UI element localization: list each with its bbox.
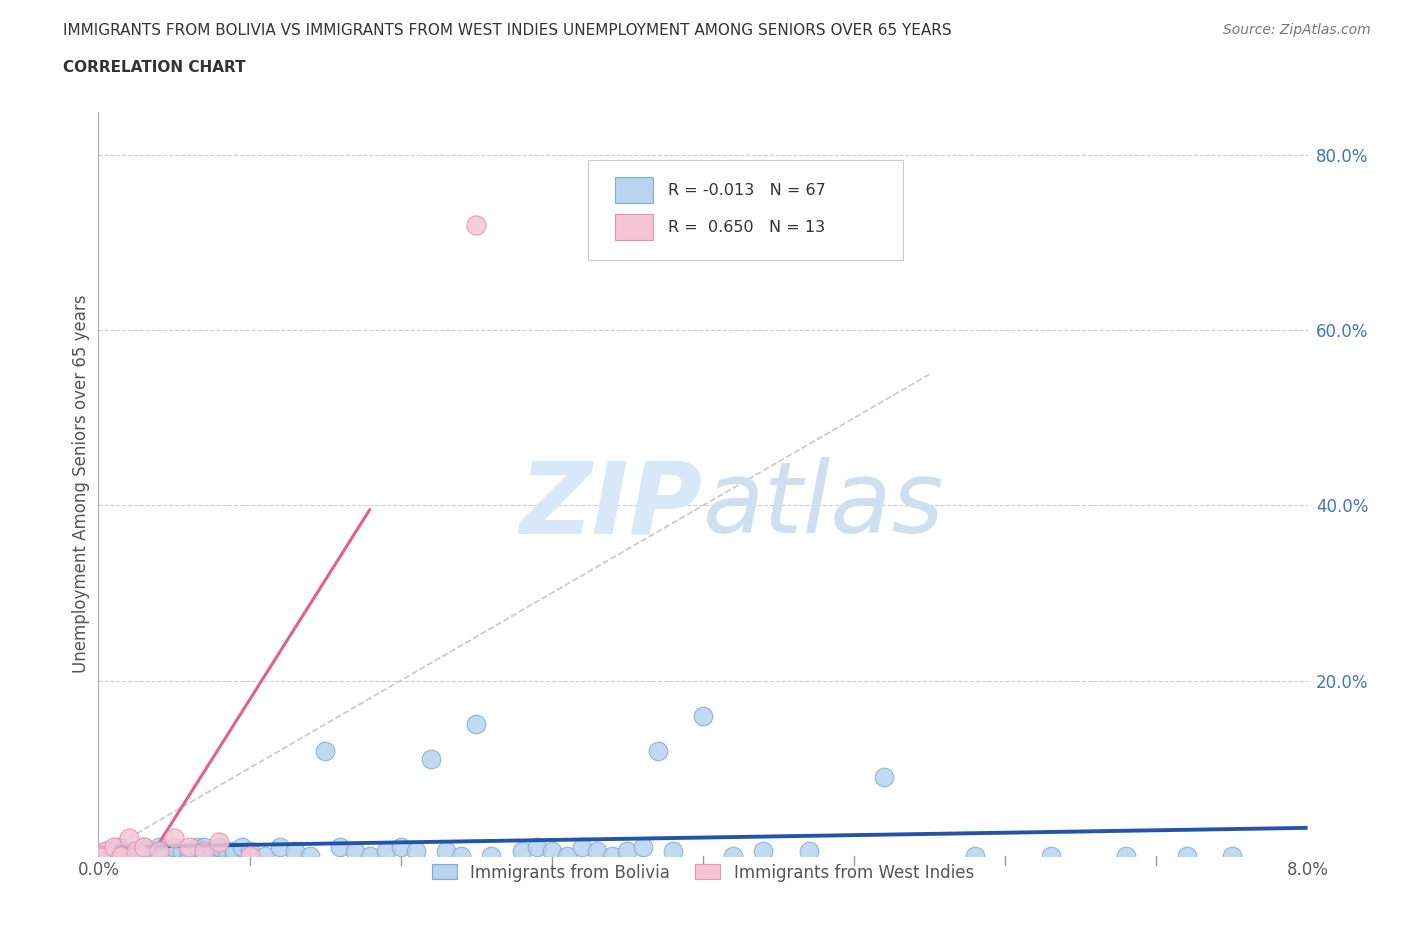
Point [571,840,593,855]
Legend: Immigrants from Bolivia, Immigrants from West Indies: Immigrants from Bolivia, Immigrants from… [426,857,980,888]
Point [616,844,638,858]
Text: CORRELATION CHART: CORRELATION CHART [63,60,246,75]
Point [179,844,201,858]
Point [752,844,775,858]
Point [163,830,186,845]
FancyBboxPatch shape [588,160,903,260]
Point [118,848,141,863]
Point [540,844,562,858]
Point [224,844,246,858]
Point [94,844,117,858]
Point [555,848,578,863]
Point [526,840,548,855]
Point [155,848,177,863]
Point [239,844,262,858]
Point [692,708,714,723]
Point [360,848,382,863]
Point [179,848,201,863]
Point [224,848,246,863]
Point [510,844,533,858]
Point [239,848,262,863]
Point [231,840,253,855]
Point [873,769,896,784]
Point [150,844,173,858]
Text: ZIP: ZIP [520,458,703,554]
Point [1115,848,1137,863]
Point [208,835,231,850]
Point [1220,848,1243,863]
Point [94,844,117,858]
Point [450,848,472,863]
Point [132,844,155,858]
Point [148,844,170,858]
Point [965,848,987,863]
Point [329,840,352,855]
Point [148,848,170,863]
Point [186,840,208,855]
Point [132,840,155,855]
Point [374,844,396,858]
Point [193,840,215,855]
Point [125,848,148,863]
Point [193,844,215,858]
Point [420,751,443,766]
Point [125,844,148,858]
Point [110,844,132,858]
Point [405,844,427,858]
Point [107,840,129,855]
Point [215,844,238,858]
Point [118,830,141,845]
Point [103,840,125,855]
Point [110,848,132,863]
Point [193,844,215,858]
Text: IMMIGRANTS FROM BOLIVIA VS IMMIGRANTS FROM WEST INDIES UNEMPLOYMENT AMONG SENIOR: IMMIGRANTS FROM BOLIVIA VS IMMIGRANTS FR… [63,23,952,38]
Point [170,844,193,858]
Point [208,840,231,855]
Point [163,844,186,858]
Point [1175,848,1198,863]
Point [586,844,609,858]
Point [284,844,307,858]
Point [797,844,820,858]
Point [201,848,224,863]
Bar [614,177,654,203]
Text: R =  0.650   N = 13: R = 0.650 N = 13 [668,219,825,234]
Point [647,743,669,758]
Point [103,848,125,863]
Y-axis label: Unemployment Among Seniors over 65 years: Unemployment Among Seniors over 65 years [72,295,90,672]
Point [208,844,231,858]
Point [269,840,291,855]
Point [121,844,143,858]
Point [314,743,336,758]
Point [389,840,412,855]
Point [481,848,503,863]
Text: atlas: atlas [703,458,945,554]
Point [465,717,488,732]
Point [253,848,276,863]
Point [148,840,170,855]
Text: R = -0.013   N = 67: R = -0.013 N = 67 [668,182,825,197]
Point [434,844,457,858]
Point [344,844,367,858]
Text: Source: ZipAtlas.com: Source: ZipAtlas.com [1223,23,1371,37]
Point [631,840,654,855]
Point [1039,848,1062,863]
Bar [614,214,654,240]
Point [141,844,163,858]
Point [163,840,186,855]
Point [602,848,624,863]
Point [723,848,745,863]
Point [465,218,488,232]
Point [299,848,322,863]
Point [132,840,155,855]
Point [179,840,201,855]
Point [661,844,683,858]
